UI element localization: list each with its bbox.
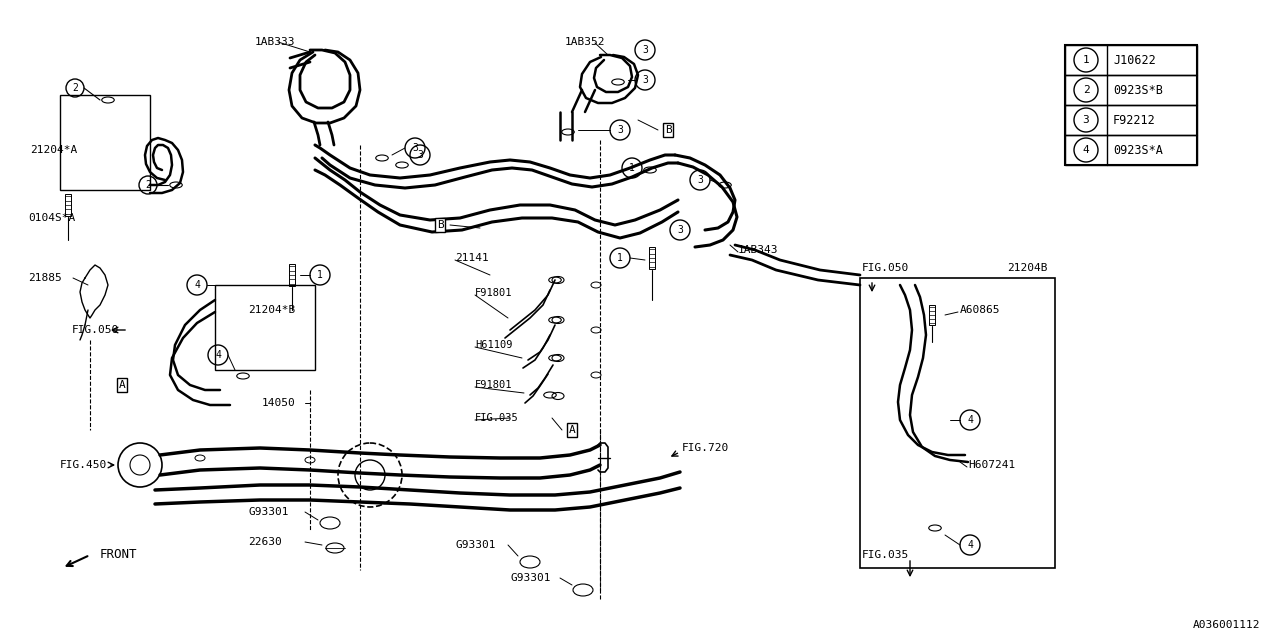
- Bar: [289, 264, 294, 286]
- Text: 1: 1: [628, 163, 635, 173]
- Text: H61109: H61109: [475, 340, 512, 350]
- Text: B: B: [664, 125, 672, 135]
- Text: A: A: [119, 380, 125, 390]
- Text: 2: 2: [145, 180, 151, 190]
- Text: 4: 4: [1083, 145, 1089, 155]
- Text: 3: 3: [677, 225, 684, 235]
- Text: 21141: 21141: [454, 253, 489, 263]
- Text: G93301: G93301: [454, 540, 495, 550]
- Text: 14050: 14050: [262, 398, 296, 408]
- Text: 1: 1: [1083, 55, 1089, 65]
- Text: 2: 2: [1083, 85, 1089, 95]
- Text: 3: 3: [1083, 115, 1089, 125]
- Text: FIG.720: FIG.720: [682, 443, 730, 453]
- Text: FRONT: FRONT: [100, 548, 137, 561]
- Text: H607241: H607241: [968, 460, 1015, 470]
- Text: 4: 4: [215, 350, 221, 360]
- Bar: [1065, 135, 1197, 165]
- Text: FIG.050: FIG.050: [861, 263, 909, 273]
- Bar: [1065, 75, 1197, 105]
- Text: F92212: F92212: [1114, 113, 1156, 127]
- Text: FIG.035: FIG.035: [861, 550, 909, 560]
- Bar: [215, 285, 315, 370]
- Text: 3: 3: [643, 75, 648, 85]
- Bar: [1065, 45, 1197, 165]
- Text: 0104S*A: 0104S*A: [28, 213, 76, 223]
- Text: 1: 1: [617, 253, 623, 263]
- Text: 3: 3: [417, 150, 422, 160]
- Bar: [649, 247, 655, 269]
- Text: 4: 4: [968, 415, 973, 425]
- Text: FIG.050: FIG.050: [72, 325, 119, 335]
- Text: 1AB333: 1AB333: [255, 37, 296, 47]
- Text: 0923S*A: 0923S*A: [1114, 143, 1162, 157]
- Text: 22630: 22630: [248, 537, 282, 547]
- Text: 21204*B: 21204*B: [248, 305, 296, 315]
- Text: F91801: F91801: [475, 380, 512, 390]
- Text: F91801: F91801: [475, 288, 512, 298]
- Text: 1AB352: 1AB352: [564, 37, 605, 47]
- Text: 4: 4: [195, 280, 200, 290]
- Text: 2: 2: [72, 83, 78, 93]
- Text: A: A: [568, 425, 576, 435]
- Text: A036001112: A036001112: [1193, 620, 1260, 630]
- Text: B: B: [436, 220, 443, 230]
- Text: 0923S*B: 0923S*B: [1114, 83, 1162, 97]
- Bar: [60, 95, 150, 190]
- Text: G93301: G93301: [248, 507, 288, 517]
- Text: A60865: A60865: [960, 305, 1001, 315]
- Text: 3: 3: [643, 45, 648, 55]
- Text: 3: 3: [617, 125, 623, 135]
- Text: 1: 1: [317, 270, 323, 280]
- Text: 21204*A: 21204*A: [29, 145, 77, 155]
- Bar: [929, 305, 934, 325]
- Text: G93301: G93301: [509, 573, 550, 583]
- Text: FIG.450: FIG.450: [60, 460, 108, 470]
- Text: 3: 3: [698, 175, 703, 185]
- Text: 4: 4: [968, 540, 973, 550]
- Text: 3: 3: [412, 143, 419, 153]
- Text: 1AB343: 1AB343: [739, 245, 778, 255]
- Bar: [1065, 45, 1197, 75]
- Text: FIG.035: FIG.035: [475, 413, 518, 423]
- Text: J10622: J10622: [1114, 54, 1156, 67]
- Bar: [65, 194, 70, 216]
- Text: 21204B: 21204B: [1007, 263, 1047, 273]
- Bar: [860, 278, 1055, 568]
- Bar: [1065, 105, 1197, 135]
- Text: 21885: 21885: [28, 273, 61, 283]
